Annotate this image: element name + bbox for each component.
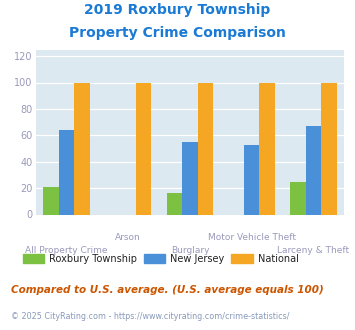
Bar <box>198 82 213 214</box>
Text: Larceny & Theft: Larceny & Theft <box>277 246 350 255</box>
Text: Burglary: Burglary <box>171 246 209 255</box>
Bar <box>136 82 151 214</box>
Bar <box>167 193 182 214</box>
Bar <box>321 82 337 214</box>
Bar <box>43 187 59 214</box>
Bar <box>74 82 89 214</box>
Legend: Roxbury Township, New Jersey, National: Roxbury Township, New Jersey, National <box>19 249 302 267</box>
Bar <box>244 145 260 214</box>
Bar <box>290 182 306 215</box>
Text: All Property Crime: All Property Crime <box>25 246 108 255</box>
Text: 2019 Roxbury Township: 2019 Roxbury Township <box>84 3 271 17</box>
Text: Arson: Arson <box>115 233 141 242</box>
Bar <box>306 126 321 214</box>
Text: Compared to U.S. average. (U.S. average equals 100): Compared to U.S. average. (U.S. average … <box>11 285 323 295</box>
Text: Motor Vehicle Theft: Motor Vehicle Theft <box>208 233 296 242</box>
Bar <box>260 82 275 214</box>
Text: © 2025 CityRating.com - https://www.cityrating.com/crime-statistics/: © 2025 CityRating.com - https://www.city… <box>11 312 289 321</box>
Bar <box>59 130 74 214</box>
Bar <box>182 142 198 214</box>
Text: Property Crime Comparison: Property Crime Comparison <box>69 26 286 40</box>
